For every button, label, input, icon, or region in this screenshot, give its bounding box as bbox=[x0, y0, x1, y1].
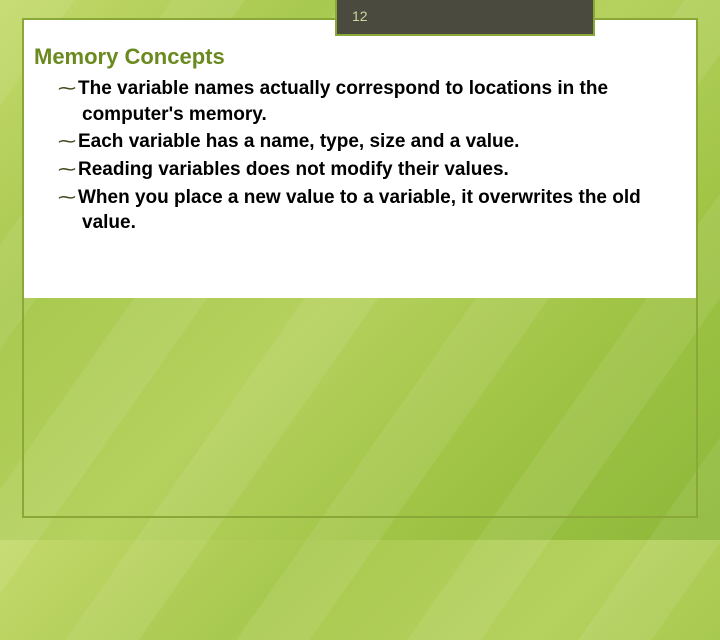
list-item-text: When you place a new value to a variable… bbox=[78, 187, 641, 234]
list-item-text: The variable names actually correspond t… bbox=[78, 78, 608, 125]
wave-bullet-icon: ⁓ bbox=[58, 157, 78, 181]
page-number-tab bbox=[335, 0, 595, 36]
slide-title: Memory Concepts bbox=[34, 44, 225, 70]
page-number: 12 bbox=[352, 8, 368, 24]
list-item: ⁓Each variable has a name, type, size an… bbox=[58, 129, 658, 155]
wave-bullet-icon: ⁓ bbox=[58, 129, 78, 153]
list-item: ⁓When you place a new value to a variabl… bbox=[58, 185, 658, 236]
bullet-list: ⁓The variable names actually correspond … bbox=[58, 76, 658, 238]
list-item: ⁓Reading variables does not modify their… bbox=[58, 157, 658, 183]
list-item: ⁓The variable names actually correspond … bbox=[58, 76, 658, 127]
wave-bullet-icon: ⁓ bbox=[58, 185, 78, 209]
list-item-text: Reading variables does not modify their … bbox=[78, 159, 509, 180]
wave-bullet-icon: ⁓ bbox=[58, 76, 78, 100]
list-item-text: Each variable has a name, type, size and… bbox=[78, 131, 519, 152]
